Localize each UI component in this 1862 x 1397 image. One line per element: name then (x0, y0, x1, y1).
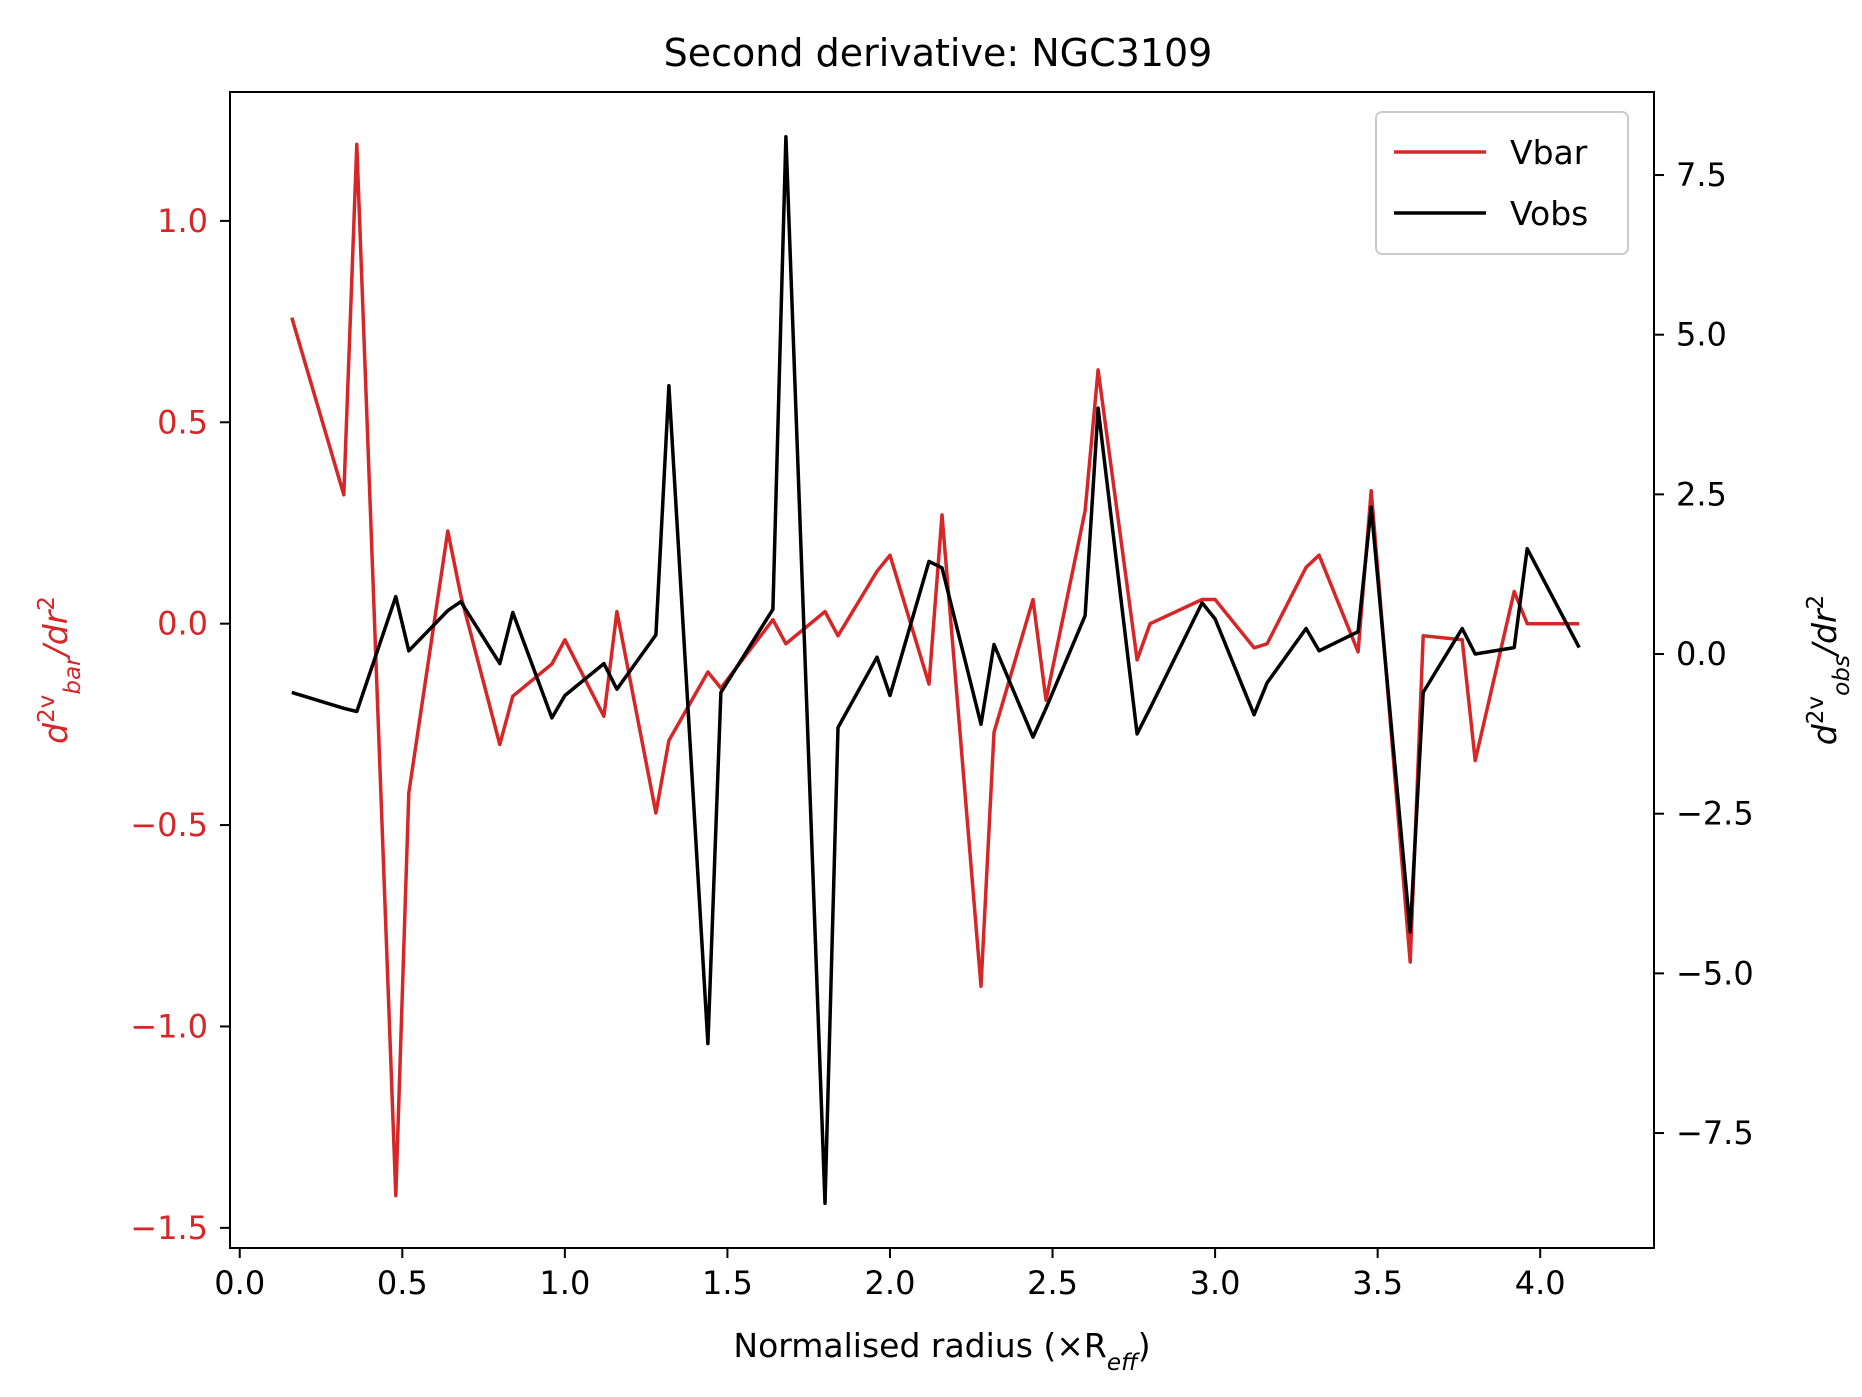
plot-frame (229, 91, 1655, 1249)
legend-label-vbar: Vbar (1510, 133, 1588, 172)
x-tick-label: 1.0 (539, 1264, 590, 1302)
y-left-tick-label: 1.0 (157, 202, 208, 240)
x-axis-ticks: 0.0 0.5 1.0 1.5 2.0 2.5 3.0 3.5 4.0 (214, 1248, 1566, 1302)
x-tick-label: 1.5 (702, 1264, 753, 1302)
legend-label-vobs: Vobs (1510, 194, 1588, 233)
y-left-axis-title: d2vbar/dr2 (34, 596, 86, 744)
x-tick-label: 0.0 (214, 1264, 265, 1302)
x-axis-title: Normalised radius (×Reff) (733, 1326, 1150, 1376)
y-right-tick-label: 2.5 (1676, 475, 1727, 513)
chart-title: Second derivative: NGC3109 (664, 31, 1213, 75)
series-layer (290, 134, 1581, 1206)
x-tick-label: 4.0 (1515, 1264, 1566, 1302)
x-tick-label: 3.0 (1190, 1264, 1241, 1302)
y-right-tick-label: −5.0 (1676, 954, 1754, 992)
y-left-axis-ticks: 1.0 0.5 0.0 −0.5 −1.0 −1.5 (130, 202, 230, 1247)
x-tick-label: 3.5 (1352, 1264, 1403, 1302)
y-left-tick-label: −0.5 (130, 806, 208, 844)
legend-box (1375, 111, 1629, 255)
y-right-tick-label: −7.5 (1676, 1114, 1754, 1152)
y-left-tick-label: −1.5 (130, 1209, 208, 1247)
y-right-tick-label: 5.0 (1676, 316, 1727, 354)
y-right-tick-label: −2.5 (1676, 795, 1754, 833)
y-right-tick-label: 7.5 (1676, 156, 1727, 194)
x-tick-label: 0.5 (377, 1264, 428, 1302)
legend: Vbar Vobs (1375, 111, 1629, 255)
y-left-tick-label: −1.0 (130, 1007, 208, 1045)
y-left-tick-label: 0.0 (157, 605, 208, 643)
y-right-tick-label: 0.0 (1676, 635, 1727, 673)
x-tick-label: 2.0 (865, 1264, 916, 1302)
x-tick-label: 2.5 (1027, 1264, 1078, 1302)
y-right-axis-ticks: 7.5 5.0 2.5 0.0 −2.5 −5.0 −7.5 (1654, 156, 1754, 1152)
y-right-axis-title: d2vobs/dr2 (1803, 595, 1855, 746)
series-line-vobs (291, 134, 1581, 1206)
y-left-tick-label: 0.5 (157, 403, 208, 441)
